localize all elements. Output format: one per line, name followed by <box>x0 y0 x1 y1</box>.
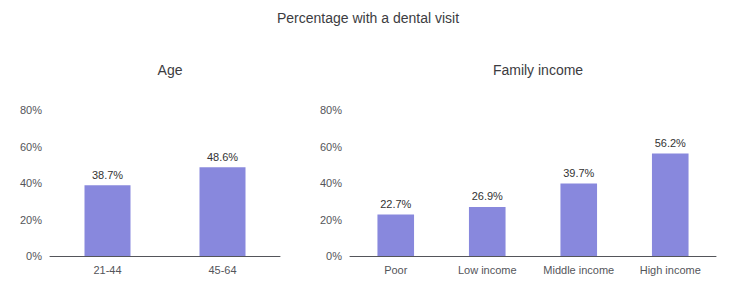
svg-text:26.9%: 26.9% <box>472 190 503 202</box>
svg-text:45-64: 45-64 <box>208 264 236 276</box>
svg-text:80%: 80% <box>320 104 342 116</box>
svg-text:40%: 40% <box>20 177 42 189</box>
svg-text:0%: 0% <box>26 250 42 262</box>
svg-text:20%: 20% <box>20 214 42 226</box>
svg-text:0%: 0% <box>326 250 342 262</box>
svg-text:40%: 40% <box>320 177 342 189</box>
svg-text:60%: 60% <box>20 141 42 153</box>
svg-text:Low income: Low income <box>458 264 517 276</box>
svg-text:Age: Age <box>158 62 183 78</box>
svg-text:21-44: 21-44 <box>93 264 121 276</box>
svg-text:48.6%: 48.6% <box>207 151 238 163</box>
svg-text:20%: 20% <box>320 214 342 226</box>
svg-text:Middle income: Middle income <box>543 264 614 276</box>
svg-text:22.7%: 22.7% <box>380 198 411 210</box>
svg-text:39.7%: 39.7% <box>563 167 594 179</box>
svg-text:56.2%: 56.2% <box>655 137 686 149</box>
svg-text:60%: 60% <box>320 141 342 153</box>
svg-text:Percentage with a dental visit: Percentage with a dental visit <box>277 10 459 26</box>
svg-text:Family income: Family income <box>493 62 583 78</box>
svg-text:38.7%: 38.7% <box>92 169 123 181</box>
svg-text:Poor: Poor <box>384 264 408 276</box>
svg-text:80%: 80% <box>20 104 42 116</box>
svg-text:High income: High income <box>640 264 701 276</box>
